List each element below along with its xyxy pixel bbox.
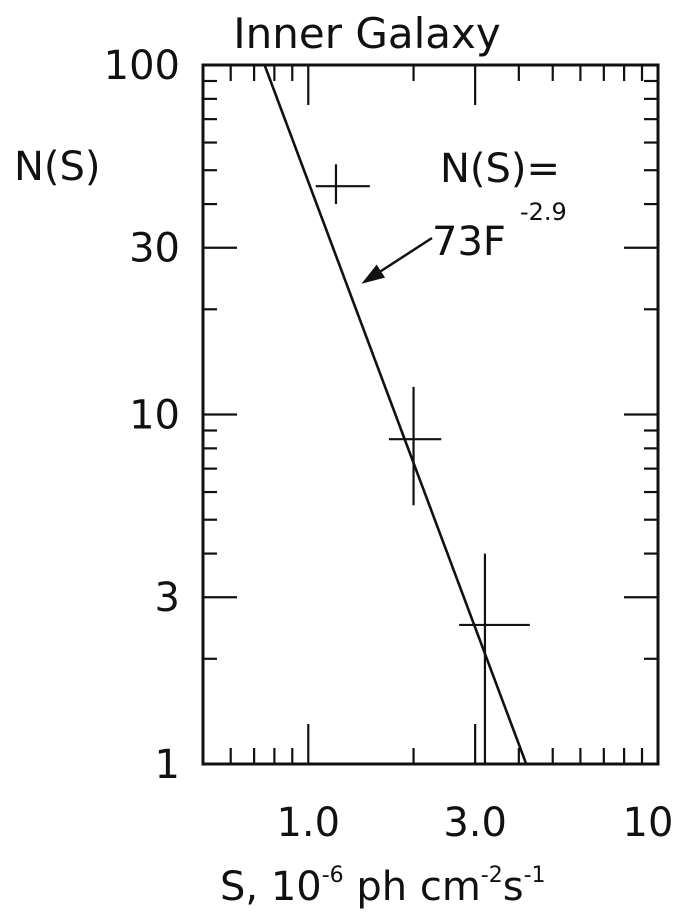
fit-annotation-arrow (361, 236, 433, 284)
x-axis-label-exp3: -1 (524, 863, 546, 888)
x-axis-label-exp1: -6 (322, 863, 344, 888)
plot-frame (201, 63, 660, 766)
data-point (315, 164, 370, 205)
x-axis-label-base: S, 10 (220, 864, 322, 910)
x-ticks (201, 65, 660, 764)
x-axis-label-exp2: -2 (481, 863, 503, 888)
x-axis-label: S, 10-6 ph cm-2s-1 (220, 863, 546, 910)
fit-label-exponent: -2.9 (520, 198, 567, 226)
x-tick-label: 10 (623, 800, 674, 846)
y-tick-labels: 1 3 10 30 100 (104, 43, 180, 788)
x-tick-label: 1.0 (276, 800, 340, 846)
y-tick-label: 100 (104, 43, 180, 89)
data-point (388, 386, 442, 506)
x-axis-label-mid1: ph cm (344, 864, 481, 910)
y-tick-label: 30 (129, 226, 180, 272)
y-ticks (203, 79, 658, 766)
x-axis-label-mid2: s (503, 864, 524, 910)
x-tick-label: 3.0 (443, 800, 507, 846)
data-points (315, 164, 530, 764)
chart-title: Inner Galaxy (233, 9, 500, 58)
fit-line (263, 64, 528, 765)
x-tick-labels: 1.0 3.0 10 (276, 800, 673, 846)
data-point (459, 553, 530, 764)
y-axis-label: N(S) (14, 144, 101, 190)
y-tick-label: 3 (155, 575, 180, 621)
fit-label-main: N(S)= (440, 146, 560, 192)
fit-label-coef: 73F (432, 219, 506, 265)
y-tick-label: 1 (155, 742, 180, 788)
y-tick-label: 10 (129, 393, 180, 439)
